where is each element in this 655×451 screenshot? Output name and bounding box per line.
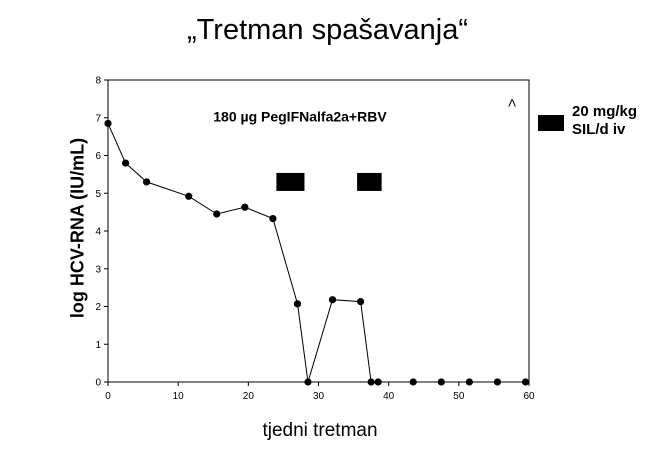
y-tick-label: 3 bbox=[95, 264, 101, 275]
y-tick-label: 4 bbox=[95, 227, 101, 238]
data-point bbox=[465, 378, 473, 386]
x-tick-label: 40 bbox=[383, 391, 395, 402]
y-tick-label: 2 bbox=[95, 302, 101, 313]
x-axis-label: tjedni tretman bbox=[262, 420, 378, 441]
data-point bbox=[104, 119, 112, 128]
treatment-block bbox=[276, 172, 305, 191]
data-point bbox=[241, 203, 249, 211]
y-axis-label: log HCV-RNA (IU/mL) bbox=[67, 137, 88, 319]
slide-title: „Tretman spašavanja“ bbox=[187, 14, 468, 46]
data-point bbox=[213, 210, 221, 218]
legend-swatch bbox=[538, 115, 564, 131]
x-tick-label: 50 bbox=[453, 391, 465, 402]
data-point bbox=[328, 296, 337, 304]
legend-label-line2: SIL/d iv bbox=[572, 121, 626, 138]
data-point bbox=[437, 378, 445, 386]
data-point bbox=[185, 192, 193, 200]
x-tick-label: 30 bbox=[313, 391, 325, 402]
series-line bbox=[107, 123, 526, 383]
data-point bbox=[269, 214, 277, 223]
data-point bbox=[121, 159, 130, 167]
arrow-icon: > bbox=[504, 98, 521, 107]
data-point bbox=[304, 378, 312, 386]
x-tick-label: 20 bbox=[243, 391, 255, 402]
x-tick-label: 0 bbox=[105, 391, 111, 402]
legend-label-line1: 20 mg/kg bbox=[572, 103, 638, 120]
data-point bbox=[367, 378, 375, 386]
legend-label: 20 mg/kg SIL/d iv bbox=[572, 103, 637, 139]
data-point bbox=[374, 378, 382, 386]
y-tick-label: 7 bbox=[95, 113, 101, 124]
y-tick-label: 1 bbox=[95, 340, 101, 351]
data-point bbox=[521, 378, 530, 386]
y-tick-label: 5 bbox=[95, 189, 101, 200]
data-point bbox=[357, 297, 365, 306]
data-point bbox=[293, 300, 302, 308]
regimen-annotation: 180 µg PegIFNalfa2a+RBV bbox=[213, 109, 387, 125]
y-tick-label: 6 bbox=[95, 151, 101, 162]
plot-frame bbox=[107, 79, 530, 383]
y-tick-label: 0 bbox=[95, 378, 101, 389]
data-point bbox=[142, 178, 151, 186]
data-point bbox=[493, 378, 502, 386]
treatment-block bbox=[357, 172, 382, 191]
y-tick-label: 8 bbox=[95, 76, 101, 87]
x-tick-label: 60 bbox=[523, 391, 535, 402]
data-point bbox=[409, 378, 417, 386]
x-tick-label: 10 bbox=[173, 391, 185, 402]
